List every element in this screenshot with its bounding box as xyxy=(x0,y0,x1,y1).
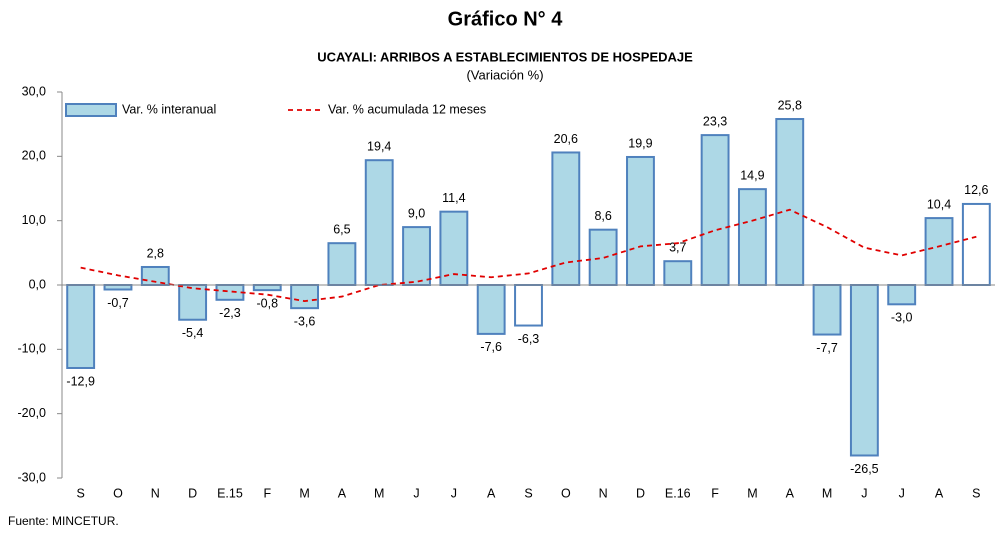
bar xyxy=(402,226,431,287)
y-tick-label: -10,0 xyxy=(18,342,47,356)
y-tick-label: 0,0 xyxy=(29,277,46,291)
legend-label: Var. % acumulada 12 meses xyxy=(328,102,486,116)
x-tick-label: A xyxy=(786,486,795,500)
data-label: 25,8 xyxy=(778,98,802,112)
x-tick-label: J xyxy=(899,486,905,500)
bar xyxy=(551,151,581,286)
x-tick-label: M xyxy=(374,486,384,500)
bar xyxy=(961,202,991,286)
bar xyxy=(737,188,767,286)
line-series xyxy=(80,208,977,302)
source-note: Fuente: MINCETUR. xyxy=(8,514,119,528)
data-label: 2,8 xyxy=(147,246,164,260)
x-tick-label: J xyxy=(861,486,867,500)
bar xyxy=(215,284,245,301)
data-label: 12,6 xyxy=(964,183,988,197)
bar xyxy=(178,284,208,321)
x-tick-label: S xyxy=(76,486,84,500)
x-tick-label: N xyxy=(151,486,160,500)
x-tick-label: M xyxy=(822,486,832,500)
bar xyxy=(663,260,693,286)
data-label: 8,6 xyxy=(594,209,611,223)
data-label: -0,8 xyxy=(256,296,278,310)
data-label: 11,4 xyxy=(442,191,465,205)
x-tick-label: J xyxy=(413,486,419,500)
data-label: 10,4 xyxy=(927,197,951,211)
y-tick-label: -30,0 xyxy=(18,470,47,484)
y-tick-label: 30,0 xyxy=(22,84,46,98)
x-tick-label: A xyxy=(338,486,347,500)
x-tick-label: O xyxy=(113,486,123,500)
legend-label: Var. % interanual xyxy=(122,102,216,116)
x-tick-label: D xyxy=(636,486,645,500)
bar xyxy=(66,284,96,369)
bar xyxy=(849,284,879,457)
x-tick-label: E.15 xyxy=(217,486,243,500)
bar xyxy=(514,284,543,327)
bar xyxy=(588,228,618,287)
data-label: 3,7 xyxy=(669,240,686,254)
data-label: -7,6 xyxy=(480,340,502,354)
chart-subtitle: UCAYALI: ARRIBOS A ESTABLECIMIENTOS DE H… xyxy=(317,49,693,64)
bar xyxy=(775,118,805,286)
x-tick-label: N xyxy=(599,486,608,500)
bar xyxy=(252,284,282,292)
x-tick-label: O xyxy=(561,486,571,500)
data-label: 19,4 xyxy=(367,139,391,153)
data-label: -6,3 xyxy=(518,332,540,346)
data-label: -5,4 xyxy=(182,326,204,340)
data-label: -12,9 xyxy=(66,374,95,388)
data-label: -2,3 xyxy=(219,306,241,320)
data-label: 14,9 xyxy=(740,168,764,182)
x-tick-label: M xyxy=(747,486,757,500)
chart-title: Gráfico N° 4 xyxy=(448,8,564,30)
data-label: -26,5 xyxy=(850,462,879,476)
x-tick-label: A xyxy=(935,486,944,500)
x-tick-label: A xyxy=(487,486,496,500)
y-tick-label: 20,0 xyxy=(22,149,46,163)
x-tick-label: S xyxy=(972,486,980,500)
data-label: 23,3 xyxy=(703,114,727,128)
y-tick-label: -20,0 xyxy=(18,406,47,420)
bar xyxy=(103,284,133,291)
bar xyxy=(290,284,320,310)
data-label: -3,6 xyxy=(294,314,316,328)
x-tick-label: D xyxy=(188,486,197,500)
data-label: -3,0 xyxy=(891,311,913,325)
bar xyxy=(887,284,917,306)
data-label: 9,0 xyxy=(408,206,425,220)
x-tick-label: E.16 xyxy=(665,486,691,500)
bar xyxy=(626,155,655,286)
data-label: 19,9 xyxy=(628,136,652,150)
data-label: -7,7 xyxy=(816,341,838,355)
x-tick-label: M xyxy=(299,486,309,500)
bar xyxy=(439,210,469,286)
unit-note: (Variación %) xyxy=(466,67,543,82)
bar xyxy=(700,134,730,286)
data-label: 6,5 xyxy=(333,222,350,236)
y-tick-label: 10,0 xyxy=(22,213,46,227)
bar xyxy=(364,159,394,286)
bar xyxy=(476,284,506,335)
bar xyxy=(924,217,954,287)
data-label: 20,6 xyxy=(554,132,578,146)
x-tick-label: J xyxy=(451,486,457,500)
data-label: -0,7 xyxy=(107,296,129,310)
x-tick-label: S xyxy=(524,486,532,500)
bar xyxy=(812,284,842,336)
legend-swatch xyxy=(65,103,117,117)
x-tick-label: F xyxy=(263,486,271,500)
bar xyxy=(327,242,357,286)
x-tick-label: F xyxy=(711,486,719,500)
